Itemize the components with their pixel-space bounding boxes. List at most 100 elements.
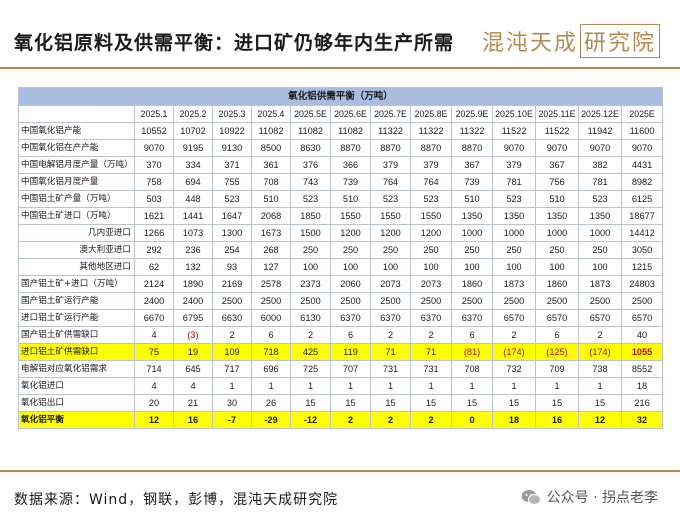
- brand-logo: 混沌天成 研究院: [482, 24, 660, 58]
- table-cell: 2: [370, 411, 411, 429]
- table-cell: 334: [173, 156, 213, 174]
- table-cell: 739: [330, 173, 371, 191]
- table-cell: 1000: [451, 224, 493, 242]
- table-cell: 9070: [492, 139, 536, 157]
- table-cell: 268: [251, 241, 291, 259]
- table-cell: 523: [410, 190, 452, 208]
- table-cell: 11322: [451, 122, 493, 140]
- balance-table: 氧化铝供需平衡（万吨） 2025.1 2025.2 2025.3 2025.4 2025…: [17, 87, 664, 429]
- table-cell: 250: [410, 241, 452, 259]
- table-cell: 781: [492, 173, 536, 191]
- table-cell: 2500: [410, 292, 452, 310]
- table-header-row: 2025.1 2025.2 2025.3 2025.4 2025.5E 2025.6E 20…: [18, 105, 664, 123]
- table-cell: 12: [134, 411, 174, 429]
- logo-box: 研究院: [579, 24, 660, 58]
- table-cell: 1: [370, 377, 411, 395]
- table-row: 中国电解铝月度产量（万吨） 370 334 371 361 376 366 379 379 367…: [18, 156, 664, 174]
- table-cell: 6630: [212, 309, 252, 327]
- table-cell: 11082: [290, 122, 331, 140]
- table-cell: 100: [330, 258, 371, 276]
- table-cell: 1550: [330, 207, 371, 225]
- table-cell: 15: [535, 394, 579, 412]
- header-cell-period: 2025.3: [212, 105, 252, 123]
- table-cell: 100: [451, 258, 493, 276]
- table-cell: 2500: [370, 292, 411, 310]
- table-cell: 379: [370, 156, 411, 174]
- table-row: 国产铝土矿供需缺口 4 (3) 2 6 2 6 2 2 6 2 6 2 40: [18, 326, 664, 344]
- table-cell: 8630: [290, 139, 331, 157]
- table-cell: (3): [173, 326, 213, 344]
- table-cell: 6000: [251, 309, 291, 327]
- table-cell: 6: [330, 326, 371, 344]
- table-row: 电解铝对应氧化铝需求 714 645 717 696 725 707 731 731 708 732…: [18, 360, 664, 378]
- table-cell: 756: [535, 173, 579, 191]
- table-cell: 14412: [620, 224, 664, 242]
- table-cell: 2: [212, 326, 252, 344]
- table-cell: 250: [451, 241, 493, 259]
- table-cell: 709: [535, 360, 579, 378]
- table-cell: 292: [134, 241, 174, 259]
- table-row: 中国铝土矿产量（万吨） 503 448 523 510 523 510 523 523 510 52…: [18, 190, 664, 208]
- table-cell: 523: [290, 190, 331, 208]
- row-label: 中国氧化铝月度产量: [18, 173, 135, 191]
- table-cell: 6570: [535, 309, 579, 327]
- table-cell: 1300: [212, 224, 252, 242]
- header-cell-period: 2025.7E: [370, 105, 411, 123]
- table-cell: 250: [492, 241, 536, 259]
- row-label: 国产铝土矿+进口（万吨）: [18, 275, 135, 293]
- table-cell: 100: [410, 258, 452, 276]
- table-cell: 15: [451, 394, 493, 412]
- table-cell: 8982: [620, 173, 664, 191]
- table-cell: 1200: [370, 224, 411, 242]
- table-cell: 1055: [620, 343, 664, 361]
- table-cell: 9130: [212, 139, 252, 157]
- row-label: 中国铝土矿产量（万吨）: [18, 190, 135, 208]
- table-cell: 10552: [134, 122, 174, 140]
- table-caption-row: 氧化铝供需平衡（万吨）: [17, 87, 664, 106]
- table-cell: 9195: [173, 139, 213, 157]
- table-cell: 1350: [492, 207, 536, 225]
- table-cell: 109: [212, 343, 252, 361]
- header-cell-corner: [18, 105, 135, 123]
- table-cell: 1000: [578, 224, 622, 242]
- table-cell: 1673: [251, 224, 291, 242]
- table-cell: 100: [370, 258, 411, 276]
- table-cell: 707: [330, 360, 371, 378]
- row-label: 中国电解铝月度产量（万吨）: [18, 156, 135, 174]
- table-cell: -12: [290, 411, 331, 429]
- table-cell: 523: [370, 190, 411, 208]
- table-cell: 2578: [251, 275, 291, 293]
- table-cell: 1860: [451, 275, 493, 293]
- table-row: 国产铝土矿+进口（万吨） 2124 1890 2169 2578 2373 2060 2073…: [18, 275, 664, 293]
- header-cell-period: 2025.5E: [290, 105, 331, 123]
- table-caption: 氧化铝供需平衡（万吨）: [17, 87, 664, 106]
- row-label: 进口铝土矿运行产能: [18, 309, 135, 327]
- table-cell: 717: [212, 360, 252, 378]
- table-cell: 9070: [134, 139, 174, 157]
- table-cell: 6125: [620, 190, 664, 208]
- table-row: 中国氧化铝在产产能 9070 9195 9130 8500 8630 8870 8870 887…: [18, 139, 664, 157]
- table-cell: 16: [173, 411, 213, 429]
- table-cell: 2060: [330, 275, 371, 293]
- table-row: 中国氧化铝产能 10552 10702 10922 11082 11082 11082 113…: [18, 122, 664, 140]
- table-cell: 216: [620, 394, 664, 412]
- table-cell: 1621: [134, 207, 174, 225]
- table-cell: 2073: [410, 275, 452, 293]
- table-cell: 1890: [173, 275, 213, 293]
- header-cell-period: 2025.6E: [330, 105, 371, 123]
- table-cell: 15: [410, 394, 452, 412]
- table-cell: 1: [212, 377, 252, 395]
- table-cell: 448: [173, 190, 213, 208]
- table-cell: 6370: [451, 309, 493, 327]
- table-cell: 2: [578, 326, 622, 344]
- table-cell: 19: [173, 343, 213, 361]
- table-cell: 254: [212, 241, 252, 259]
- table-cell: 1647: [212, 207, 252, 225]
- table-cell: 2500: [492, 292, 536, 310]
- table-cell: 367: [535, 156, 579, 174]
- table-cell: 16: [535, 411, 579, 429]
- row-label: 国产铝土矿运行产能: [18, 292, 135, 310]
- table-cell: 764: [370, 173, 411, 191]
- table-cell: 1: [535, 377, 579, 395]
- table-cell: 2068: [251, 207, 291, 225]
